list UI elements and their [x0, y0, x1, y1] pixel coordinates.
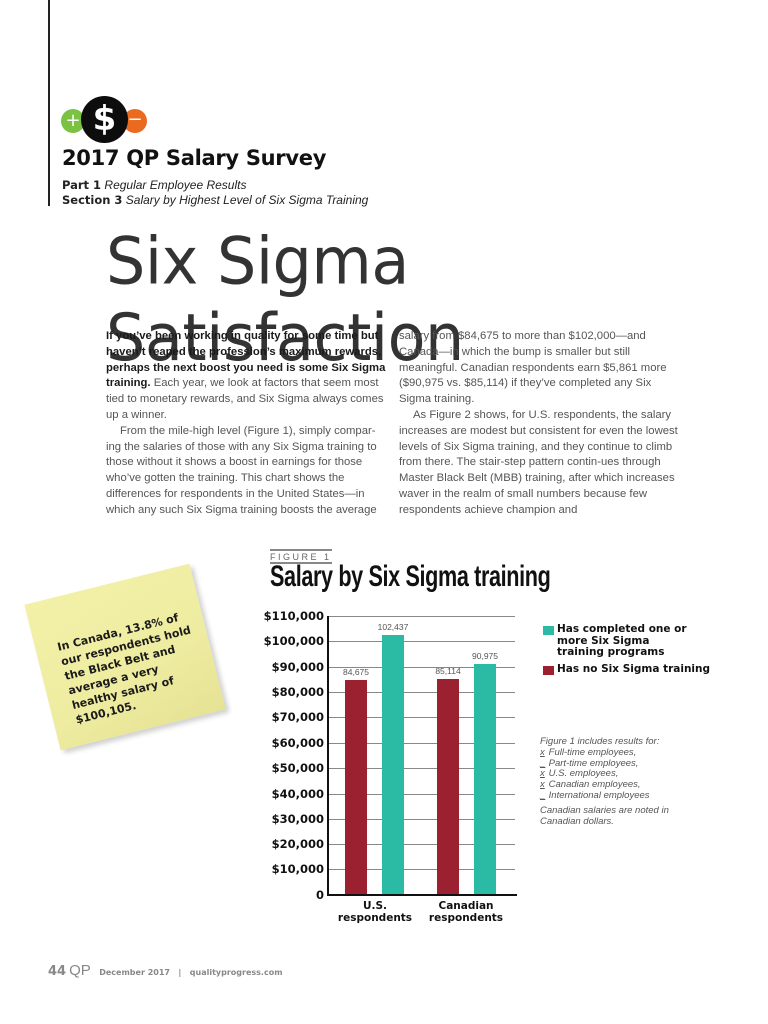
bar-us-no-training: [345, 680, 367, 895]
paragraph: From the mile-high level (Figure 1), sim…: [106, 424, 377, 516]
x-label-line: respondents: [428, 912, 504, 924]
y-tick: $30,000: [271, 812, 324, 826]
y-tick: $50,000: [271, 761, 324, 775]
bar-canada-trained: [474, 664, 496, 895]
note-item-text: U.S. employees,: [548, 768, 619, 780]
legend-swatch-teal: [543, 626, 554, 635]
legend-item-none: Has no Six Sigma training: [543, 662, 711, 676]
legend-item-trained: Has completed one or more Six Sigma trai…: [543, 623, 687, 659]
figure-label: FIGURE 1: [270, 549, 332, 564]
checkbox-mark: _: [540, 757, 546, 769]
gridline: [327, 641, 515, 642]
checkbox-mark: x: [540, 779, 545, 791]
article-column-1: If you’ve been working in quality for so…: [106, 329, 388, 519]
gridline: [327, 844, 515, 845]
magazine-name: QP: [69, 962, 91, 979]
y-tick: $80,000: [271, 685, 324, 699]
y-tick: $10,000: [271, 862, 324, 876]
x-label-line: U.S.: [362, 900, 388, 912]
bar-value-label: 90,975: [472, 651, 498, 661]
article-title-text: Six Sigma Satisfaction: [106, 222, 464, 376]
checkbox-mark: x: [540, 768, 545, 780]
note-item-text: Full-time employees,: [548, 746, 637, 758]
checkbox-mark: _: [540, 789, 546, 801]
note-intro: Figure 1 includes results for:: [540, 736, 660, 747]
note-item: _ Part-time employees,: [540, 757, 680, 770]
x-label-line: Canadian: [438, 900, 494, 912]
part-line: Part 1 Regular Employee Results: [62, 178, 246, 192]
section-text: Salary by Highest Level of Six Sigma Tra…: [125, 193, 369, 207]
chart-legend: Has completed one or more Six Sigma trai…: [543, 623, 711, 680]
bar-value-label: 84,675: [343, 667, 369, 677]
bar-canada-no-training: [437, 679, 459, 895]
legend-label: Has no Six Sigma training: [557, 662, 711, 675]
y-tick: $20,000: [271, 837, 324, 851]
gridline: [327, 768, 515, 769]
website-link[interactable]: qualityprogress.com: [189, 968, 283, 977]
salary-survey-logo: + − $: [61, 96, 151, 144]
legend-swatch-red: [543, 665, 554, 675]
figure-note: Figure 1 includes results for: x Full-ti…: [540, 736, 680, 827]
y-tick: 0: [315, 888, 324, 902]
figure-title: Salary by Six Sigma training: [270, 560, 551, 593]
note-item: x Canadian employees,: [540, 779, 680, 791]
y-tick: $90,000: [271, 660, 324, 674]
note-currency: Canadian salaries are noted in Canadian …: [540, 804, 669, 827]
paragraph: If you’ve been working in quality for so…: [106, 329, 388, 424]
y-tick: $110,000: [263, 609, 324, 623]
gridline: [327, 717, 515, 718]
sticky-note: In Canada, 13.8% of our respondents hold…: [24, 563, 226, 751]
note-item: x U.S. employees,: [540, 768, 680, 780]
sticky-note-text: In Canada, 13.8% of our respondents hold…: [56, 611, 193, 727]
y-tick: $70,000: [271, 710, 324, 724]
part-label: Part 1: [62, 178, 102, 192]
y-tick: $60,000: [271, 736, 324, 750]
x-label-line: respondents: [337, 912, 413, 924]
paragraph: As Figure 2 shows, for U.S. respondents,…: [399, 408, 678, 516]
x-label-canada: Canadian respondents: [421, 900, 511, 924]
survey-title: 2017 QP Salary Survey: [62, 146, 327, 170]
page-footer: 44 QP December 2017 | qualityprogress.com: [48, 962, 283, 980]
note-item: x Full-time employees,: [540, 746, 680, 759]
section-line: Section 3 Salary by Highest Level of Six…: [62, 193, 368, 207]
gridline: [327, 794, 515, 795]
note-item-text: Canadian employees,: [548, 779, 641, 791]
margin-rule: [48, 0, 50, 206]
gridline: [327, 692, 515, 693]
paragraph-text: Each year, we look at factors that seem …: [106, 377, 384, 421]
section-label: Section 3: [62, 193, 123, 207]
issue-date: December 2017: [99, 968, 170, 977]
gridline: [327, 616, 515, 617]
note-item-text: Part-time employees,: [548, 757, 639, 769]
x-axis: [327, 894, 517, 896]
y-tick: $40,000: [271, 787, 324, 801]
lead-text: If you’ve been working in quality for so…: [106, 330, 386, 390]
separator: |: [178, 968, 182, 977]
y-tick: $100,000: [263, 634, 324, 648]
note-item: _ International employees: [540, 789, 680, 802]
paragraph: salary from $84,675 to more than $102,00…: [399, 330, 667, 406]
x-label-us: U.S. respondents: [330, 900, 420, 924]
article-column-2: salary from $84,675 to more than $102,00…: [399, 329, 681, 519]
gridline: [327, 819, 515, 820]
page-number: 44: [48, 964, 67, 979]
bar-us-trained: [382, 635, 404, 895]
article-title: Six Sigma Satisfaction: [106, 222, 768, 375]
legend-label: Has completed one or more Six Sigma trai…: [557, 623, 687, 658]
bar-value-label: 102,437: [377, 622, 409, 632]
checkbox-mark: x: [540, 746, 545, 758]
note-item-text: International employees: [548, 789, 650, 801]
bar-chart: $110,000 $100,000 $90,000 $80,000 $70,00…: [260, 600, 530, 930]
part-text: Regular Employee Results: [104, 178, 247, 192]
bar-value-label: 85,114: [435, 666, 461, 676]
gridline: [327, 667, 515, 668]
gridline: [327, 743, 515, 744]
y-axis: [327, 616, 329, 896]
dollar-icon: $: [81, 96, 128, 143]
gridline: [327, 869, 515, 870]
